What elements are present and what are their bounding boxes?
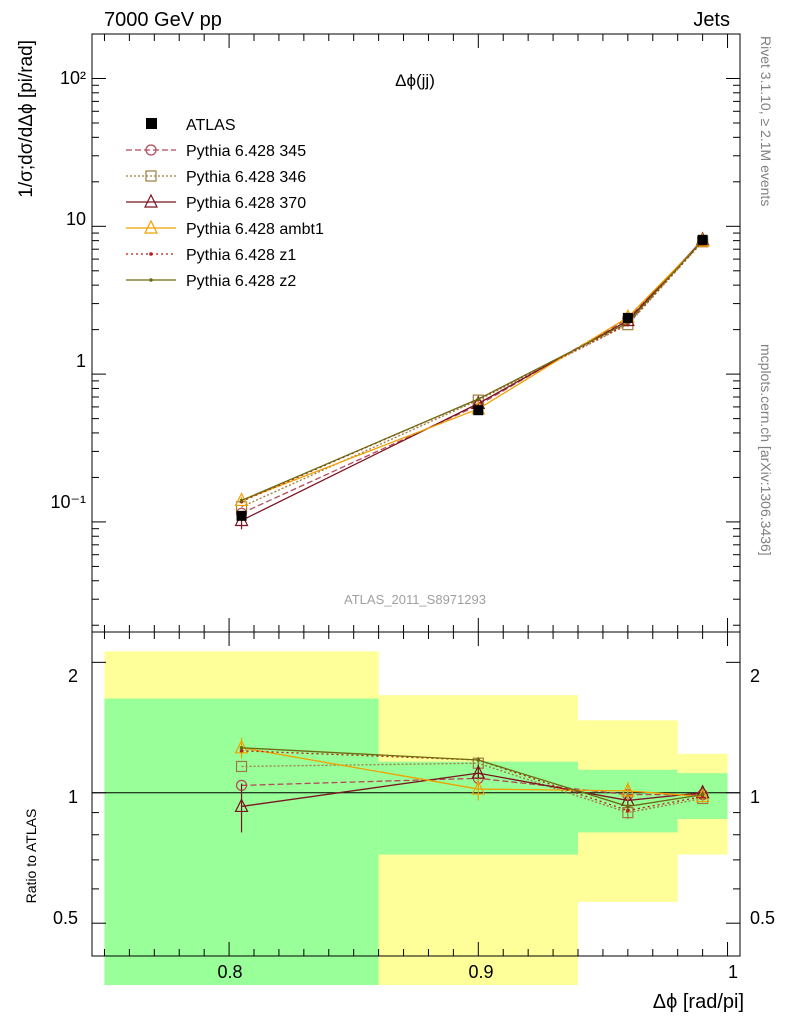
xtick-label-0.9: 0.9 bbox=[468, 962, 493, 982]
ratio-ytick-label-1: 1 bbox=[68, 787, 78, 807]
main-y-axis-label: 1/σ;dσ/dΔϕ [pi/rad] bbox=[16, 40, 37, 198]
legend: ATLAS Pythia 6.428 345 Pythia 6.428 346 Pyt… bbox=[126, 117, 324, 290]
main-ytick-label-0.1: 10⁻¹ bbox=[50, 492, 86, 512]
ratio-point-3 bbox=[620, 782, 635, 797]
ratio-point-3 bbox=[471, 780, 486, 795]
legend-label-1: Pythia 6.428 345 bbox=[186, 143, 306, 160]
ratio-point-2 bbox=[234, 798, 249, 813]
main-series-line-0 bbox=[241, 240, 704, 514]
legend-label-4: Pythia 6.428 ambt1 bbox=[186, 221, 324, 238]
main-point-5 bbox=[476, 397, 481, 401]
legend-marker-3 bbox=[144, 219, 158, 234]
main-panel-title: Δϕ(jj) bbox=[395, 71, 435, 90]
legend-marker-0 bbox=[145, 144, 157, 156]
data-point-atlas bbox=[622, 312, 633, 323]
data-point-atlas bbox=[236, 510, 247, 521]
ratio-point-3 bbox=[234, 739, 249, 754]
legend-marker-2 bbox=[144, 193, 158, 208]
mcplots-label: mcplots.cern.ch [arXiv:1306.3436] bbox=[758, 344, 774, 556]
header-right-label: Jets bbox=[693, 9, 730, 31]
ratio-ytick-label-right-0.5: 0.5 bbox=[750, 908, 775, 928]
ratio-series-line-5 bbox=[241, 747, 703, 808]
legend-label-2: Pythia 6.428 346 bbox=[186, 169, 306, 186]
main-panel: Δϕ(jj) ATLAS_2011_S8971293 10⁻¹ 1 10 10²… bbox=[16, 33, 741, 633]
legend-marker-atlas bbox=[146, 118, 157, 129]
main-series-line-4 bbox=[241, 240, 704, 503]
xtick-label-0.8: 0.8 bbox=[217, 962, 242, 982]
legend-marker-4 bbox=[149, 252, 153, 256]
ratio-point-5 bbox=[476, 758, 481, 762]
ratio-ytick-label-2: 2 bbox=[68, 666, 78, 686]
ratio-point-2 bbox=[471, 764, 486, 779]
legend-label-6: Pythia 6.428 z2 bbox=[186, 273, 296, 290]
ratio-point-5 bbox=[239, 745, 244, 750]
ratio-series-line-2 bbox=[241, 772, 703, 808]
ratio-point-4 bbox=[626, 808, 630, 813]
ratio-series-line-1 bbox=[241, 762, 703, 814]
legend-label-3: Pythia 6.428 370 bbox=[186, 195, 306, 212]
data-point-atlas bbox=[473, 405, 484, 416]
x-axis-label: Δϕ [rad/pi] bbox=[653, 991, 744, 1013]
main-axis-ticks bbox=[92, 33, 740, 632]
main-point-5 bbox=[239, 498, 244, 503]
main-ytick-label-1: 1 bbox=[76, 351, 86, 371]
main-series-line-3 bbox=[241, 240, 704, 502]
ratio-bands bbox=[92, 651, 740, 986]
xtick-label-1: 1 bbox=[728, 962, 738, 982]
main-series-line-2 bbox=[241, 239, 704, 522]
ratio-axis-ticks bbox=[92, 632, 740, 956]
ratio-point-1 bbox=[235, 760, 248, 773]
header-left-label: 7000 GeV pp bbox=[104, 9, 222, 31]
ratio-point-4 bbox=[239, 748, 244, 753]
legend-marker-5 bbox=[149, 278, 153, 282]
ratio-series-layer bbox=[234, 737, 710, 833]
ratio-panel: 0.5 1 2 0.5 1 2 Ratio to ATLAS bbox=[23, 631, 775, 986]
legend-label-0: ATLAS bbox=[186, 117, 236, 134]
rivet-version-label: Rivet 3.1.10, ≥ 2.1M events bbox=[758, 36, 774, 206]
ratio-panel-frame bbox=[91, 631, 741, 957]
ratio-ytick-label-right-2: 2 bbox=[750, 666, 760, 686]
ratio-y-axis-label: Ratio to ATLAS bbox=[23, 809, 39, 904]
ratio-ytick-label-0.5: 0.5 bbox=[53, 908, 78, 928]
main-ytick-label-100: 10² bbox=[60, 68, 86, 88]
data-point-atlas bbox=[697, 234, 708, 245]
ratio-ytick-label-right-1: 1 bbox=[750, 787, 760, 807]
legend-label-5: Pythia 6.428 z1 bbox=[186, 247, 296, 264]
ratio-point-5 bbox=[626, 804, 630, 809]
main-series-line-5 bbox=[241, 240, 704, 502]
main-series-layer bbox=[234, 231, 710, 530]
ratio-series-line-4 bbox=[241, 750, 703, 812]
ratio-series-line-3 bbox=[241, 747, 703, 798]
main-watermark: ATLAS_2011_S8971293 bbox=[344, 592, 486, 607]
ratio-point-5 bbox=[700, 792, 705, 797]
legend-marker-1 bbox=[145, 170, 157, 182]
ratio-series-line-0 bbox=[241, 777, 703, 796]
main-ytick-label-10: 10 bbox=[66, 209, 86, 229]
main-series-line-1 bbox=[241, 241, 704, 508]
